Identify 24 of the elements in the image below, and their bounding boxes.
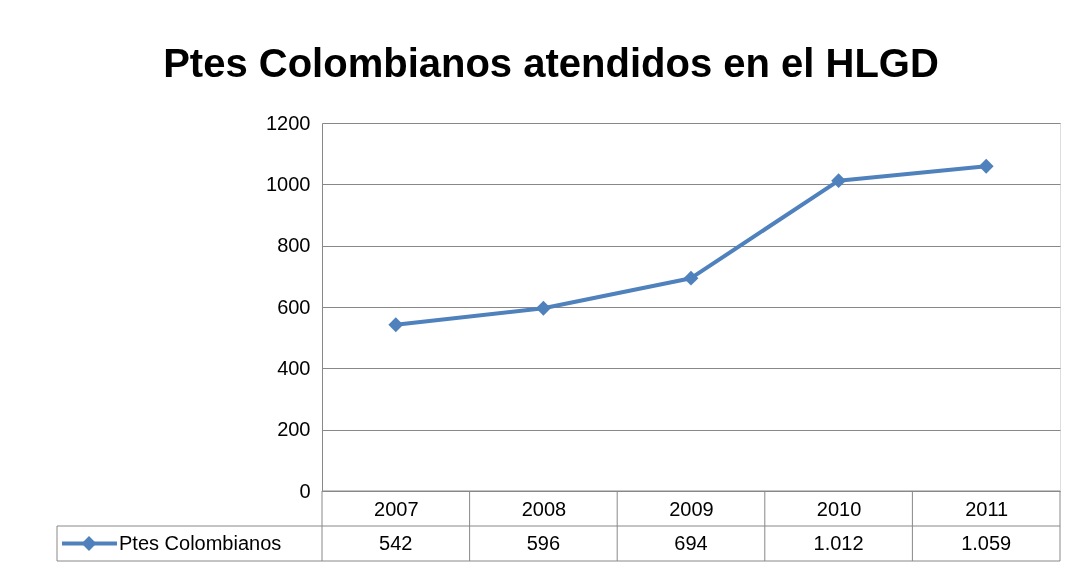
data-label: 542 <box>379 531 413 554</box>
x-tick-label: 2008 <box>521 497 567 520</box>
y-tick-label: 800 <box>277 234 311 257</box>
x-tick-label: 2010 <box>816 497 862 520</box>
point <box>683 270 699 286</box>
x-tick-label: 2007 <box>374 497 419 520</box>
y-tick-label: 200 <box>277 418 311 441</box>
point <box>535 300 551 316</box>
y-tick-label: 1000 <box>266 172 311 195</box>
point <box>388 317 404 333</box>
legend-label: Ptes Colombianos <box>119 531 282 554</box>
x-tick-label: 2011 <box>965 497 1009 520</box>
data-label: 1.012 <box>813 531 864 554</box>
chart-title: Ptes Colombianos atendidos en el HLGD <box>163 41 939 85</box>
y-tick-label: 1200 <box>266 111 311 134</box>
x-tick-label: 2009 <box>669 497 714 520</box>
data-label: 596 <box>526 531 561 554</box>
y-tick-label: 400 <box>277 356 311 379</box>
data-label: 694 <box>674 531 708 554</box>
y-tick-label: 0 <box>299 479 311 502</box>
point <box>978 158 994 174</box>
point <box>831 173 847 189</box>
y-tick-label: 600 <box>277 295 311 318</box>
data-label: 1.059 <box>961 531 1012 554</box>
